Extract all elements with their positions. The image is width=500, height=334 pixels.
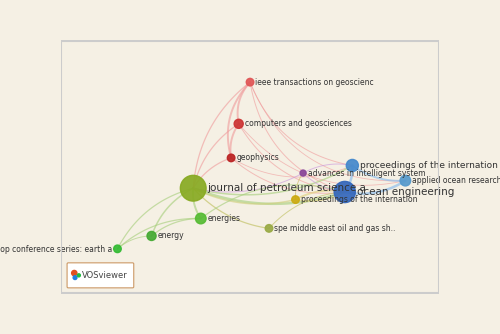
Circle shape: [300, 170, 306, 176]
Text: energies: energies: [208, 214, 240, 223]
Text: advances in intelligent system: advances in intelligent system: [308, 169, 425, 178]
Circle shape: [72, 271, 77, 276]
Text: iop conference series: earth a: iop conference series: earth a: [0, 245, 112, 254]
FancyBboxPatch shape: [67, 263, 134, 288]
Circle shape: [234, 119, 243, 128]
Text: spe middle east oil and gas sh..: spe middle east oil and gas sh..: [274, 224, 396, 233]
Circle shape: [73, 276, 77, 280]
Circle shape: [246, 78, 254, 86]
Circle shape: [114, 245, 122, 253]
Circle shape: [334, 181, 355, 203]
Circle shape: [78, 274, 80, 277]
Text: proceedings of the internation: proceedings of the internation: [301, 195, 418, 204]
Text: ieee transactions on geoscienc: ieee transactions on geoscienc: [256, 77, 374, 87]
Text: ocean engineering: ocean engineering: [357, 187, 454, 197]
Text: computers and geosciences: computers and geosciences: [245, 119, 352, 128]
Circle shape: [265, 224, 273, 232]
Text: VOSviewer: VOSviewer: [82, 271, 128, 280]
Text: applied ocean research: applied ocean research: [412, 176, 500, 185]
Text: energy: energy: [158, 231, 184, 240]
Text: journal of petroleum science a: journal of petroleum science a: [208, 183, 366, 193]
Text: proceedings of the internation: proceedings of the internation: [360, 161, 498, 170]
Circle shape: [292, 196, 300, 203]
Circle shape: [196, 213, 206, 224]
Circle shape: [180, 175, 206, 201]
Circle shape: [400, 175, 410, 186]
Circle shape: [147, 231, 156, 240]
Circle shape: [228, 154, 235, 162]
Circle shape: [346, 159, 358, 172]
Text: geophysics: geophysics: [236, 153, 279, 162]
